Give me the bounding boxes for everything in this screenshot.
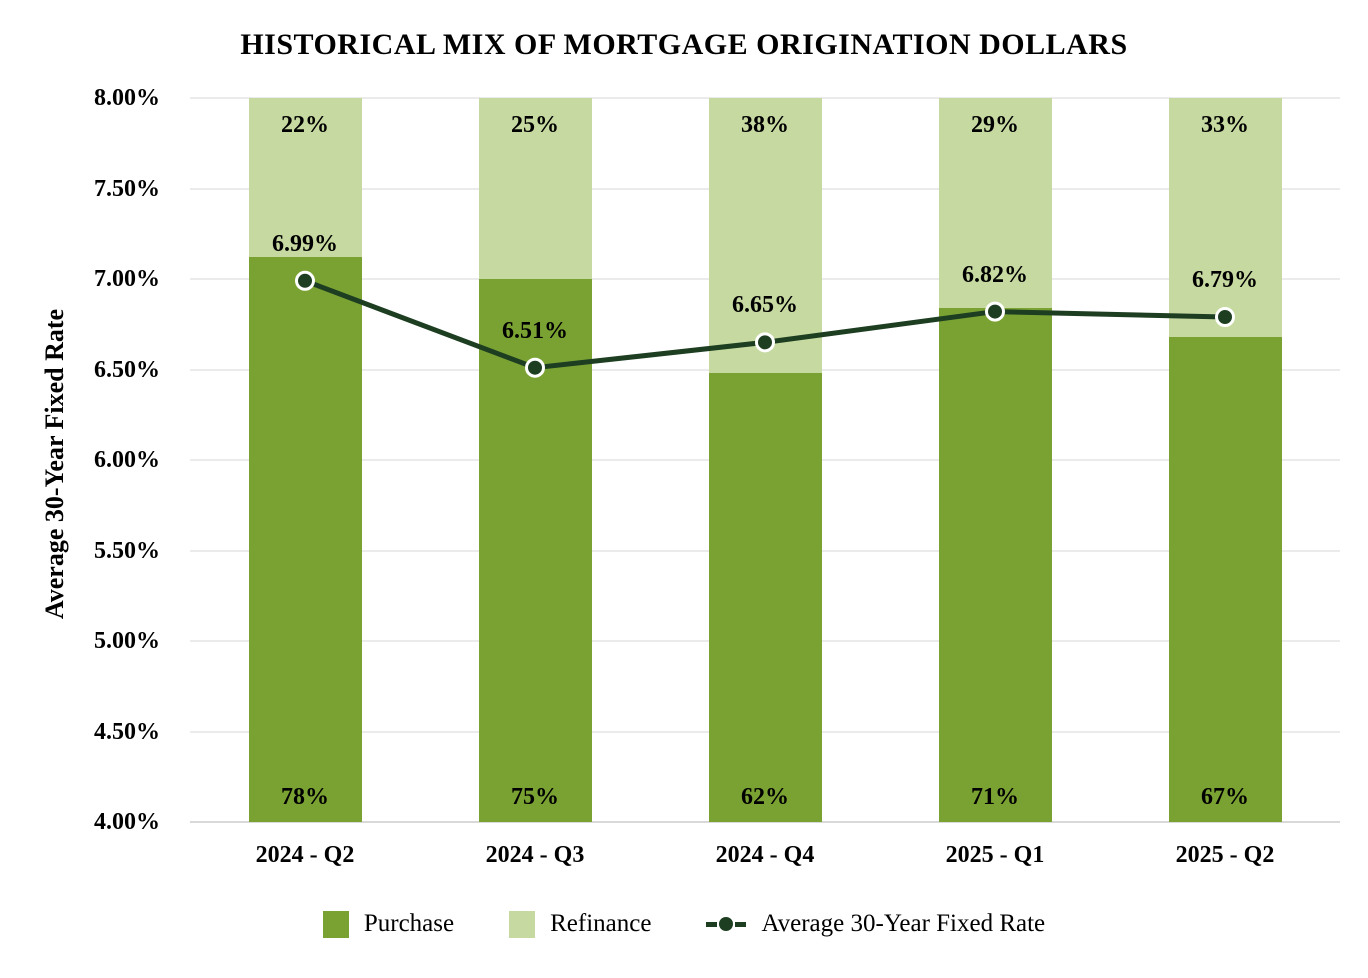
y-tick-label: 4.50% xyxy=(94,718,160,745)
bar-segment-purchase xyxy=(708,373,822,822)
y-tick-label: 7.00% xyxy=(94,266,160,292)
y-tick-label: 6.50% xyxy=(94,356,160,383)
bar-segment-purchase xyxy=(478,279,592,822)
legend-label: Average 30-Year Fixed Rate xyxy=(761,910,1046,937)
bar-segment-purchase xyxy=(1168,336,1282,822)
rate-value-label: 6.82% xyxy=(962,261,1028,288)
purchase-share-label: 62% xyxy=(741,784,789,810)
legend-label: Refinance xyxy=(550,910,652,937)
x-category-label: 2024 - Q3 xyxy=(485,842,585,868)
rate-value-label: 6.51% xyxy=(502,317,568,344)
bar-segment-purchase xyxy=(938,307,1052,822)
refinance-share-label: 38% xyxy=(741,112,789,138)
legend-line-marker-swatch-icon xyxy=(706,911,747,937)
x-category-label: 2024 - Q2 xyxy=(255,842,355,868)
y-tick-label: 5.00% xyxy=(94,628,160,654)
y-tick-label: 4.00% xyxy=(94,809,160,835)
x-axis-line xyxy=(190,821,1340,823)
x-category-label: 2025 - Q2 xyxy=(1175,842,1275,868)
chart-legend: Purchase Refinance Average 30-Year Fixed R… xyxy=(0,902,1368,946)
y-tick-label: 7.50% xyxy=(94,175,160,202)
rate-value-label: 6.79% xyxy=(1192,267,1258,293)
bar-segment-purchase xyxy=(248,257,362,822)
legend-dash xyxy=(735,922,747,927)
legend-label: Purchase xyxy=(363,910,455,937)
legend-square-swatch-icon xyxy=(322,910,349,938)
y-tick-label: 6.00% xyxy=(94,447,160,473)
x-category-label: 2025 - Q1 xyxy=(945,842,1045,868)
chart-title: HISTORICAL MIX OF MORTGAGE ORIGINATION D… xyxy=(240,28,1128,61)
rate-value-label: 6.65% xyxy=(732,292,798,319)
purchase-share-label: 71% xyxy=(971,784,1019,810)
legend-dot xyxy=(719,917,734,931)
legend-dash xyxy=(706,922,718,927)
refinance-share-label: 29% xyxy=(971,112,1019,138)
purchase-share-label: 75% xyxy=(511,784,559,810)
y-tick-label: 5.50% xyxy=(94,537,160,564)
legend-square-swatch-icon xyxy=(509,910,536,938)
rate-value-label: 6.99% xyxy=(272,230,338,257)
x-category-label: 2024 - Q4 xyxy=(715,842,815,868)
bar-segment-refinance xyxy=(938,98,1052,308)
legend-item: Purchase xyxy=(322,910,455,938)
bar-segment-refinance xyxy=(478,98,592,279)
y-tick-label: 8.00% xyxy=(94,85,160,111)
bar-segment-refinance xyxy=(248,98,362,258)
refinance-share-label: 33% xyxy=(1201,112,1249,138)
legend-item: Average 30-Year Fixed Rate xyxy=(706,910,1045,938)
legend-item: Refinance xyxy=(509,910,651,938)
refinance-share-label: 25% xyxy=(511,112,559,138)
purchase-share-label: 78% xyxy=(281,784,329,810)
purchase-share-label: 67% xyxy=(1201,784,1249,810)
refinance-share-label: 22% xyxy=(281,112,329,138)
